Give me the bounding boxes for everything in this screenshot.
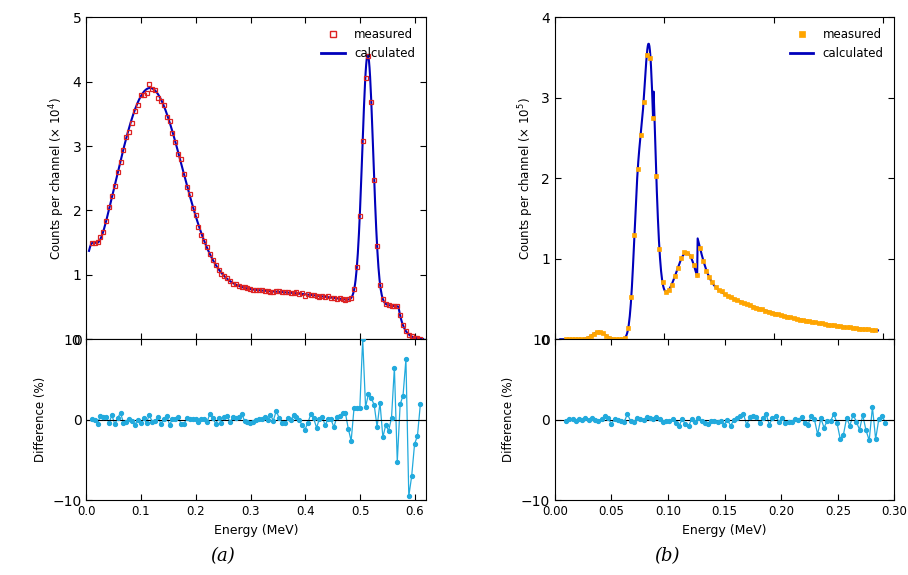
- Y-axis label: Difference (%): Difference (%): [502, 377, 515, 462]
- X-axis label: Energy (MeV): Energy (MeV): [682, 524, 767, 536]
- Legend: measured, calculated: measured, calculated: [785, 23, 888, 64]
- Y-axis label: Difference (%): Difference (%): [34, 377, 46, 462]
- X-axis label: Energy (MeV): Energy (MeV): [213, 524, 299, 536]
- Text: (b): (b): [655, 547, 680, 565]
- Text: (a): (a): [210, 547, 235, 565]
- Legend: measured, calculated: measured, calculated: [316, 23, 419, 64]
- Y-axis label: Counts per channel ($\times$ 10$^5$): Counts per channel ($\times$ 10$^5$): [516, 97, 536, 259]
- Y-axis label: Counts per channel ($\times$ 10$^4$): Counts per channel ($\times$ 10$^4$): [47, 97, 67, 259]
